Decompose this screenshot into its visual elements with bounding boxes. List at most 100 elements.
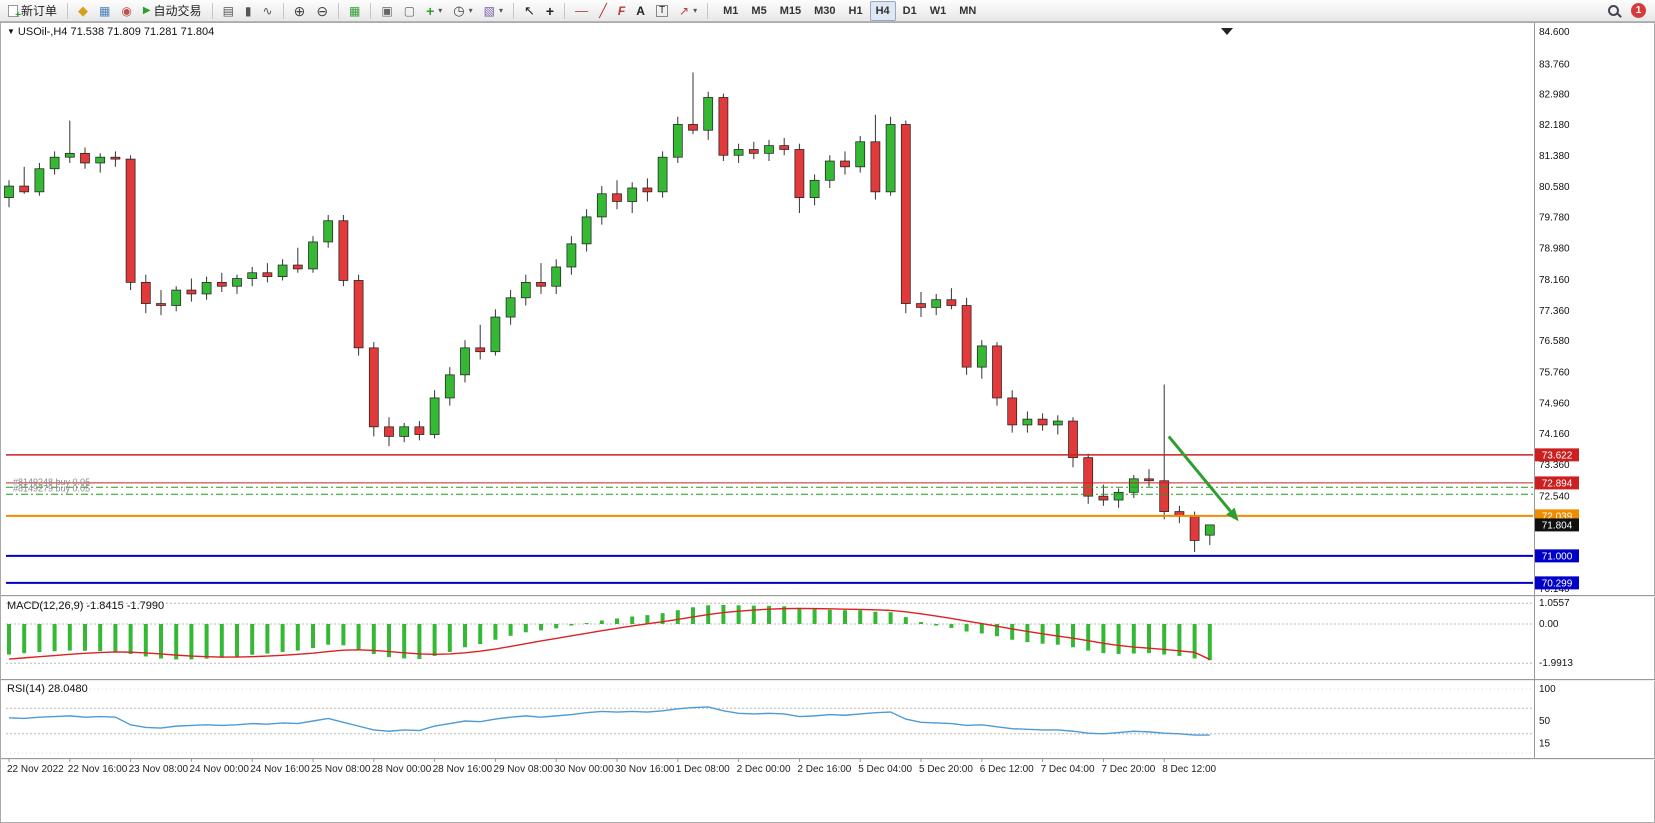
time-axis-label: 2 Dec 00:00	[737, 764, 791, 775]
macd-histogram-bar	[204, 624, 209, 659]
time-axis-label: 2 Dec 16:00	[797, 764, 851, 775]
time-axis-label: 22 Nov 16:00	[68, 764, 128, 775]
fibonacci-button[interactable]: F	[613, 1, 630, 21]
macd-histogram-bar	[995, 624, 999, 637]
price-badge-text: 73.622	[1542, 450, 1573, 461]
macd-histogram-bar	[189, 624, 194, 660]
chart-window[interactable]: #8149248 buy 0.05 #8149279 buy 0.05 84.600…	[0, 22, 1655, 823]
market-watch-button[interactable]: ◆	[73, 1, 93, 21]
crosshair-button[interactable]: +	[541, 1, 559, 21]
time-axis-label: 24 Nov 16:00	[250, 764, 310, 775]
macd-histogram-bar	[1010, 624, 1015, 640]
arrow-annotation-head[interactable]	[1226, 507, 1239, 522]
templates-button[interactable]: ▧ ▾	[479, 1, 508, 21]
candle-body	[460, 347, 470, 376]
candlestick-chart-button[interactable]: ▮	[240, 1, 257, 21]
autotrading-icon: ▶	[142, 4, 151, 16]
search-button[interactable]	[1603, 1, 1624, 21]
candle-body	[19, 185, 30, 193]
candle-body	[277, 264, 288, 277]
macd-histogram-bar	[721, 604, 726, 624]
price-axis-label: 74.960	[1539, 398, 1570, 409]
candle-body	[444, 374, 455, 399]
timeframe-button-M5[interactable]: M5	[745, 1, 772, 21]
horizontal-line-button[interactable]: —	[570, 1, 593, 21]
line-chart-button[interactable]: ∿	[258, 1, 278, 21]
candle-body	[657, 156, 668, 193]
alerts-button[interactable]: ◉	[116, 1, 136, 21]
candle-body	[551, 266, 562, 287]
timeframe-button-M1[interactable]: M1	[717, 1, 744, 21]
candle-body	[1189, 515, 1200, 541]
price-badge-text: 72.039	[1542, 511, 1573, 522]
text-label-button[interactable]: T	[651, 1, 673, 21]
macd-histogram-bar	[326, 624, 331, 645]
macd-histogram-bar	[143, 624, 148, 657]
timeframe-button-H1[interactable]: H1	[843, 1, 869, 21]
candle-body	[1052, 420, 1063, 426]
timeframe-button-D1[interactable]: D1	[897, 1, 923, 21]
new-order-button[interactable]: 新订单	[3, 1, 62, 21]
macd-histogram-bar	[675, 610, 680, 624]
timeframe-button-W1[interactable]: W1	[924, 1, 953, 21]
tile-windows-icon: ▦	[349, 3, 361, 18]
macd-indicator-label: MACD(12,26,9) -1.8415 -1.7990	[7, 600, 165, 612]
macd-histogram-bar	[660, 613, 665, 624]
text-button[interactable]: A	[631, 1, 650, 21]
price-badge-text: 70.299	[1542, 578, 1573, 589]
hline-icon: —	[575, 3, 589, 18]
toolbar-divider	[707, 2, 709, 19]
timeframe-button-H4[interactable]: H4	[869, 0, 896, 21]
candle-body	[703, 97, 714, 131]
arrows-button[interactable]: ↗ ▾	[674, 1, 702, 21]
notification-badge[interactable]: 1	[1631, 3, 1646, 18]
chart-shift-marker-icon[interactable]	[1221, 28, 1233, 35]
timeframe-button-MN[interactable]: MN	[953, 1, 982, 21]
chart-canvas[interactable]: #8149248 buy 0.05#8149279 buy 0.05 84.600…	[1, 23, 1655, 822]
new-order-icon	[8, 4, 21, 21]
price-badge	[1535, 448, 1579, 462]
crosshair-icon: +	[545, 2, 555, 19]
timeframe-button-M30[interactable]: M30	[808, 1, 841, 21]
macd-histogram-bar	[1116, 624, 1121, 654]
time-axis-label: 6 Dec 12:00	[980, 764, 1034, 775]
cascade-windows-button[interactable]: ▢	[399, 1, 420, 21]
candle-body	[1037, 418, 1048, 426]
price-axis-label: 78.980	[1539, 243, 1570, 254]
zoom-in-button[interactable]: ⊕	[289, 1, 311, 21]
time-axis-label: 7 Dec 20:00	[1101, 764, 1155, 775]
zoom-out-button[interactable]: ⊖	[311, 1, 333, 21]
timeframe-button-M15[interactable]: M15	[774, 1, 807, 21]
tile-windows-button[interactable]: ▦	[344, 1, 365, 21]
cursor-button[interactable]: ↖	[519, 1, 540, 21]
price-axis-label: 80.580	[1539, 182, 1570, 193]
price-axis-label: 82.980	[1539, 89, 1570, 100]
price-axis-label: 74.160	[1539, 429, 1570, 440]
macd-histogram-bar	[1177, 624, 1182, 656]
cursor-icon: ↖	[524, 3, 535, 18]
macd-histogram-bar	[22, 624, 27, 654]
macd-histogram-bar	[1101, 624, 1106, 654]
periods-icon: ◷	[453, 3, 465, 18]
arrow-annotation[interactable]	[1167, 435, 1232, 513]
candle-body	[34, 168, 45, 193]
candle-body	[505, 297, 516, 318]
time-axis-label: 24 Nov 00:00	[189, 764, 249, 775]
indicators-button[interactable]: + ▾	[421, 1, 447, 21]
arrange-windows-button[interactable]: ▣	[376, 1, 397, 21]
bar-chart-button[interactable]: ▤	[218, 1, 239, 21]
profiles-button[interactable]: ▦	[94, 1, 115, 21]
macd-histogram-bar	[37, 624, 42, 652]
candlesticks-icon: ▮	[244, 3, 252, 18]
window-menu-icon[interactable]: ▼	[7, 27, 15, 36]
macd-histogram-bar	[52, 624, 57, 652]
trendline-button[interactable]: ╱	[594, 1, 612, 21]
macd-axis-label: 1.0557	[1539, 598, 1570, 609]
macd-axis-label: -1.9913	[1539, 658, 1573, 669]
periods-button[interactable]: ◷ ▾	[448, 1, 477, 21]
autotrading-button[interactable]: ▶ 自动交易	[138, 1, 207, 21]
macd-histogram-bar	[113, 624, 118, 652]
macd-histogram-bar	[508, 624, 513, 636]
candle-body	[338, 220, 349, 281]
bars-icon: ▤	[222, 3, 234, 18]
